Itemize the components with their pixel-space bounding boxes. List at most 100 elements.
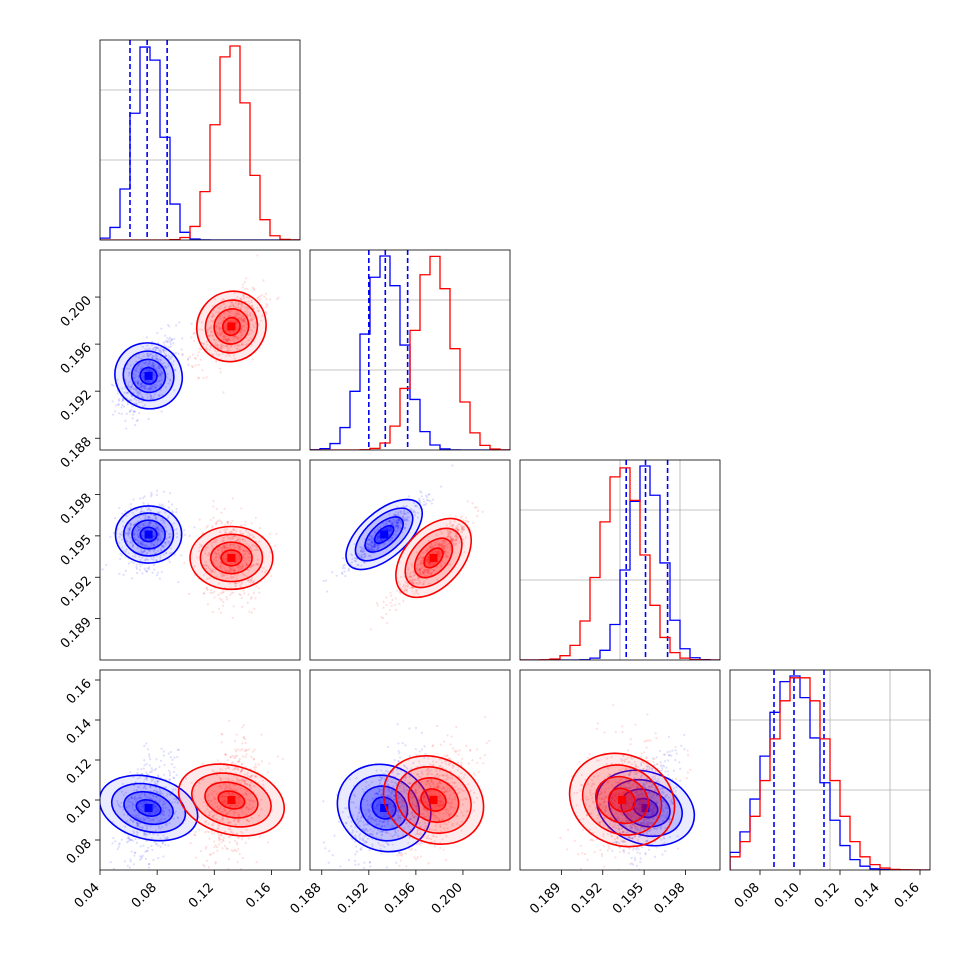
- sample-point: [246, 549, 249, 552]
- sample-point: [375, 873, 377, 875]
- sample-point: [234, 326, 238, 329]
- sample-point: [124, 379, 127, 382]
- sample-point: [169, 756, 172, 759]
- sample-point: [206, 524, 209, 527]
- sample-point: [153, 540, 157, 543]
- sample-point: [149, 381, 152, 384]
- sample-point: [219, 367, 222, 370]
- sample-point: [147, 503, 150, 506]
- sample-point: [463, 551, 466, 554]
- sample-point: [148, 793, 152, 796]
- sample-point: [109, 861, 112, 864]
- density-peak: [429, 553, 438, 562]
- sample-point: [212, 516, 215, 519]
- sample-point: [214, 861, 217, 864]
- sample-point: [157, 346, 160, 350]
- sample-point: [232, 304, 235, 307]
- sample-point: [371, 541, 374, 544]
- sample-point: [227, 338, 230, 341]
- sample-point: [143, 550, 146, 553]
- sample-point: [182, 822, 185, 825]
- sample-point: [236, 321, 239, 324]
- sample-point: [245, 561, 248, 565]
- sample-point: [423, 745, 426, 748]
- sample-point: [232, 529, 235, 532]
- sample-point: [230, 300, 234, 304]
- sample-point: [170, 547, 173, 550]
- sample-point: [146, 396, 149, 399]
- sample-point: [228, 320, 231, 323]
- sample-point: [217, 548, 220, 552]
- sample-point: [436, 550, 439, 553]
- sample-point: [116, 799, 119, 803]
- sample-point: [426, 548, 429, 552]
- sample-point: [166, 540, 169, 543]
- sample-point: [240, 580, 244, 584]
- sample-point: [135, 788, 139, 792]
- sample-point: [432, 568, 435, 571]
- sample-point: [229, 538, 232, 541]
- sample-point: [442, 545, 445, 548]
- sample-point: [212, 334, 215, 337]
- sample-point: [207, 328, 210, 331]
- sample-point: [129, 526, 132, 530]
- sample-point: [138, 817, 141, 820]
- sample-point: [144, 387, 147, 391]
- sample-point: [212, 557, 216, 561]
- sample-point: [454, 542, 458, 545]
- sample-point: [417, 576, 420, 579]
- sample-point: [242, 295, 245, 298]
- sample-point: [210, 518, 213, 522]
- sample-point: [220, 567, 223, 570]
- sample-point: [240, 297, 243, 301]
- sample-point: [403, 527, 406, 531]
- sample-point: [424, 559, 428, 562]
- sample-point: [119, 557, 122, 560]
- sample-point: [232, 305, 236, 308]
- sample-point: [369, 534, 372, 538]
- sample-point: [440, 562, 443, 565]
- sample-point: [129, 528, 132, 531]
- sample-point: [235, 321, 238, 325]
- sample-point: [234, 839, 237, 843]
- sample-point: [335, 574, 338, 577]
- sample-point: [238, 545, 241, 548]
- sample-point: [212, 568, 215, 571]
- sample-point: [276, 755, 279, 758]
- sample-point: [143, 383, 146, 387]
- sample-point: [128, 398, 131, 401]
- sample-point: [208, 326, 211, 329]
- sample-point: [145, 826, 148, 830]
- y-tick-label: 0.14: [64, 716, 95, 747]
- sample-point: [230, 566, 233, 569]
- sample-point: [418, 581, 422, 584]
- sample-point: [384, 528, 387, 531]
- sample-point: [155, 555, 158, 558]
- sample-point: [235, 539, 239, 542]
- sample-point: [430, 547, 433, 550]
- sample-point: [418, 568, 421, 571]
- sample-point: [132, 813, 135, 817]
- sample-point: [425, 574, 428, 577]
- sample-point: [158, 765, 161, 768]
- sample-point: [180, 348, 183, 351]
- y-tick-label: 0.192: [58, 387, 95, 424]
- sample-point: [359, 549, 363, 553]
- sample-point: [432, 545, 435, 548]
- sample-point: [198, 828, 201, 831]
- sample-point: [431, 564, 434, 567]
- sample-point: [360, 556, 363, 559]
- sample-point: [223, 545, 226, 548]
- sample-point: [363, 549, 366, 552]
- sample-point: [202, 574, 206, 577]
- sample-point: [135, 419, 138, 423]
- sample-point: [159, 792, 162, 795]
- sample-point: [147, 369, 151, 372]
- sample-point: [241, 564, 245, 567]
- sample-point: [248, 556, 251, 559]
- sample-point: [208, 334, 211, 338]
- sample-point: [219, 343, 223, 346]
- sample-point: [216, 344, 219, 347]
- sample-point: [128, 371, 131, 374]
- sample-point: [123, 825, 127, 828]
